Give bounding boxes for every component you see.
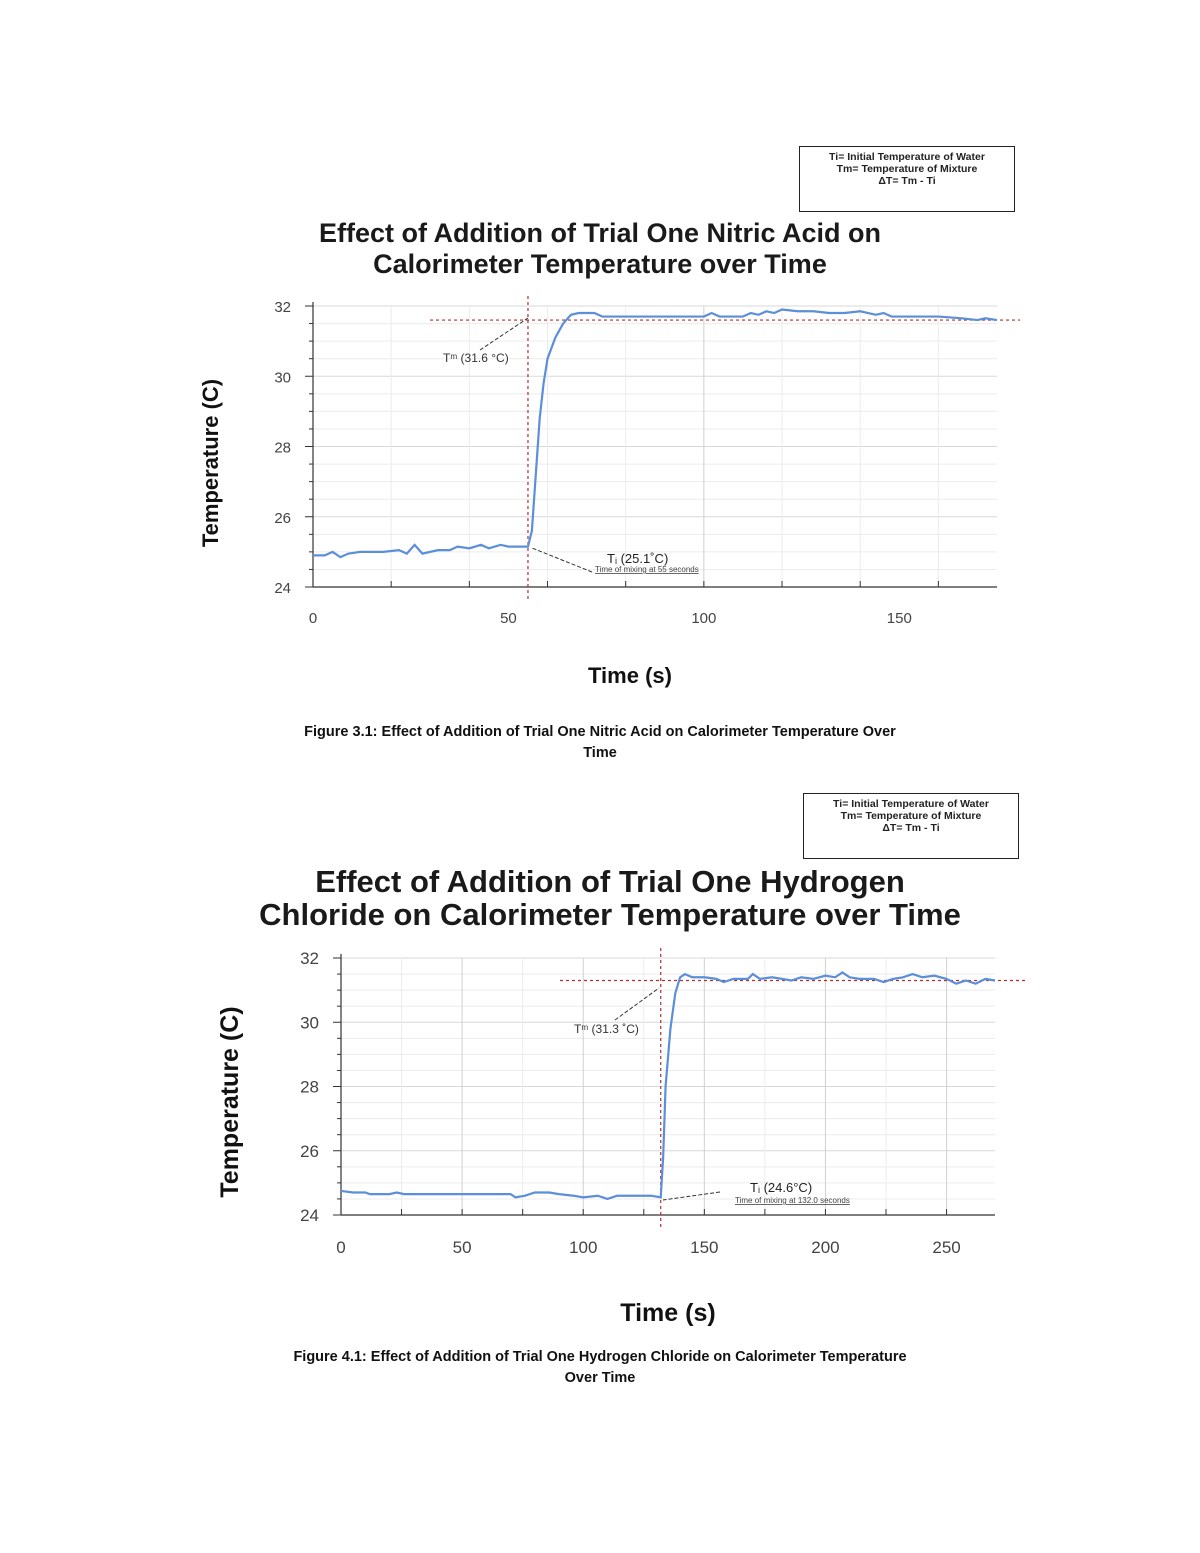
figure-caption-1: Figure 3.1: Effect of Addition of Trial … (200, 722, 1000, 764)
x-tick-label: 0 (336, 1238, 345, 1257)
y-axis-label: Temperature (C) (198, 379, 223, 547)
caption-line: Figure 3.1: Effect of Addition of Trial … (304, 724, 896, 740)
x-tick-label: 0 (309, 610, 317, 627)
title-line: Calorimeter Temperature over Time (373, 249, 827, 279)
x-axis-label: Time (s) (620, 1299, 715, 1327)
x-axis-label: Time (s) (588, 663, 672, 688)
y-tick-label: 30 (274, 369, 291, 386)
tm-annotation: Tᵐ (31.6 °C) (443, 351, 509, 365)
y-tick-label: 26 (274, 510, 291, 527)
ti-pointer-arrow (662, 1191, 721, 1201)
y-tick-label: 26 (300, 1142, 319, 1161)
legend-box-2: Ti= Initial Temperature of Water Tm= Tem… (803, 793, 1019, 859)
temperature-series-line (313, 308, 998, 559)
caption-line: Over Time (564, 1370, 636, 1386)
x-tick-label: 50 (453, 1238, 472, 1257)
legend-box-1: Ti= Initial Temperature of Water Tm= Tem… (799, 146, 1015, 212)
legend-line: Tm= Temperature of Mixture (836, 163, 978, 175)
y-tick-label: 30 (300, 1013, 319, 1032)
legend-line: Ti= Initial Temperature of Water (829, 151, 985, 163)
legend-line: ΔT= Tm - Ti (882, 822, 940, 834)
x-tick-label: 150 (690, 1238, 718, 1257)
x-tick-label: 50 (500, 610, 517, 627)
legend-line: Tm= Temperature of Mixture (840, 810, 982, 822)
ti-pointer-arrow (531, 547, 593, 573)
figure-caption-2: Figure 4.1: Effect of Addition of Trial … (200, 1347, 1000, 1389)
mixing-time-annotation: Time of mixing at 55 seconds (595, 565, 699, 574)
mixing-time-annotation: Time of mixing at 132.0 seconds (735, 1196, 850, 1205)
chart-title-1: Effect of Addition of Trial One Nitric A… (230, 218, 970, 280)
y-tick-label: 32 (274, 299, 291, 316)
title-line: Effect of Addition of Trial One Nitric A… (318, 218, 881, 248)
x-tick-label: 100 (691, 610, 716, 627)
x-tick-label: 100 (569, 1238, 597, 1257)
title-line: Chloride on Calorimeter Temperature over… (259, 897, 961, 932)
x-tick-label: 250 (932, 1238, 960, 1257)
legend-line: Ti= Initial Temperature of Water (833, 798, 989, 810)
tm-pointer-arrow (614, 987, 660, 1021)
y-tick-label: 32 (300, 949, 319, 968)
y-tick-label: 24 (300, 1206, 319, 1225)
x-tick-label: 200 (811, 1238, 839, 1257)
temperature-series-line (340, 971, 996, 1201)
tm-annotation: Tᵐ (31.3 ˚C) (574, 1022, 639, 1036)
ti-annotation: Tᵢ (24.6°C) (750, 1180, 812, 1195)
y-tick-label: 28 (300, 1078, 319, 1097)
caption-line: Figure 4.1: Effect of Addition of Trial … (293, 1349, 907, 1365)
title-line: Effect of Addition of Trial One Hydrogen (315, 864, 905, 899)
y-tick-label: 28 (274, 440, 291, 457)
legend-line: ΔT= Tm - Ti (878, 175, 936, 187)
y-tick-label: 24 (274, 580, 291, 597)
tm-pointer-arrow (479, 317, 529, 351)
x-tick-label: 150 (887, 610, 912, 627)
ti-annotation: Tᵢ (25.1˚C) (607, 551, 668, 566)
y-axis-label: Temperature (C) (216, 1006, 244, 1197)
caption-line: Time (583, 745, 617, 761)
chart-title-2: Effect of Addition of Trial One Hydrogen… (180, 865, 1040, 931)
